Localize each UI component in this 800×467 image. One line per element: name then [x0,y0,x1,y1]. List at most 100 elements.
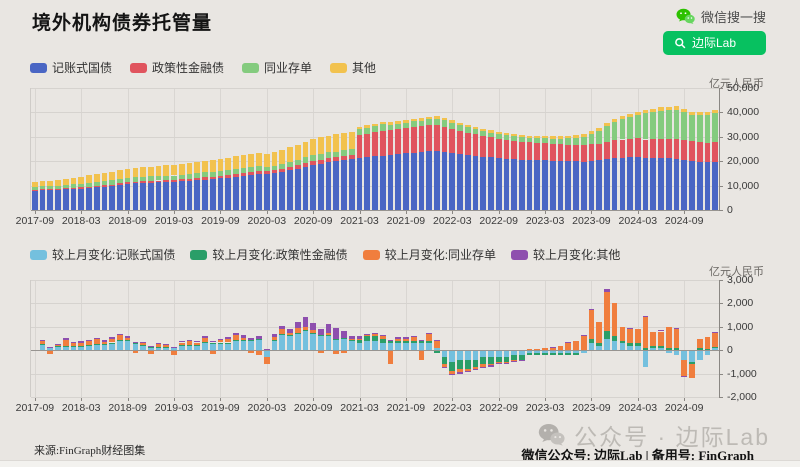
bar-segment-3-74[interactable] [604,123,610,127]
bar-segment-0-36[interactable] [310,333,317,351]
bar-segment-2-11[interactable] [117,335,123,341]
bar-segment-0-64[interactable] [526,159,533,210]
bar-segment-1-73[interactable] [596,143,603,161]
bar-segment-2-46[interactable] [387,350,394,365]
bar-segment-2-25[interactable] [225,338,231,343]
bar-segment-1-35[interactable] [302,163,309,167]
bar-segment-2-76[interactable] [619,326,626,341]
bar-segment-3-19[interactable] [178,341,185,343]
bar-segment-2-28[interactable] [248,166,255,172]
bar-segment-2-13[interactable] [132,350,139,353]
bar-segment-3-48[interactable] [403,337,409,339]
bar-segment-1-58[interactable] [480,357,487,365]
bar-segment-1-6[interactable] [78,346,85,347]
bar-segment-1-50[interactable] [418,340,425,344]
bar-segment-0-41[interactable] [348,159,355,210]
bar-segment-1-11[interactable] [117,183,123,186]
bar-segment-3-0[interactable] [32,181,38,188]
bar-segment-2-17[interactable] [163,175,170,181]
bar-segment-2-18[interactable] [171,175,177,180]
bar-segment-1-25[interactable] [225,174,231,178]
bar-segment-3-23[interactable] [209,341,216,343]
bar-segment-1-35[interactable] [302,330,309,332]
bar-segment-0-71[interactable] [580,350,587,353]
bar-segment-1-52[interactable] [433,125,440,151]
bar-segment-1-63[interactable] [519,141,525,160]
bar-segment-1-39[interactable] [333,157,340,162]
bar-segment-3-47[interactable] [395,121,402,124]
bar-segment-3-6[interactable] [78,176,85,184]
bar-segment-3-48[interactable] [403,119,409,123]
bar-segment-3-79[interactable] [642,110,649,114]
bar-segment-3-71[interactable] [580,134,587,137]
bar-segment-0-81[interactable] [658,347,664,351]
bar-segment-3-76[interactable] [619,116,626,120]
bar-segment-0-59[interactable] [488,350,494,358]
bar-segment-3-64[interactable] [526,135,533,138]
bar-segment-0-11[interactable] [117,340,123,351]
bar-segment-0-51[interactable] [426,151,432,210]
bar-segment-1-12[interactable] [124,182,131,185]
bar-segment-2-78[interactable] [634,329,641,344]
bar-segment-1-29[interactable] [256,170,262,174]
bar-segment-3-30[interactable] [263,153,270,168]
bar-segment-1-85[interactable] [689,361,695,365]
bar-segment-0-70[interactable] [573,161,579,210]
bar-segment-0-69[interactable] [565,161,572,210]
bar-segment-1-5[interactable] [70,187,77,189]
bar-segment-1-27[interactable] [240,339,247,341]
bar-segment-1-83[interactable] [673,138,680,159]
bar-segment-2-23[interactable] [209,171,216,177]
bar-segment-0-69[interactable] [565,350,572,353]
bar-segment-1-48[interactable] [403,340,409,344]
bar-segment-2-66[interactable] [542,347,548,351]
bar-segment-0-29[interactable] [256,339,262,351]
bar-segment-1-18[interactable] [171,179,177,182]
bar-segment-3-52[interactable] [433,339,440,341]
bar-segment-1-66[interactable] [542,352,548,355]
bar-segment-2-88[interactable] [712,112,718,143]
bar-segment-2-17[interactable] [163,344,170,348]
bar-segment-2-69[interactable] [565,138,572,145]
bar-segment-3-20[interactable] [186,339,193,342]
bar-segment-1-47[interactable] [395,340,402,344]
bar-segment-2-36[interactable] [310,155,317,162]
bar-segment-0-17[interactable] [163,347,170,351]
bar-segment-3-5[interactable] [70,342,77,344]
bar-segment-2-12[interactable] [124,337,131,341]
bar-segment-1-20[interactable] [186,344,193,346]
bar-segment-3-15[interactable] [147,346,154,348]
bar-segment-1-77[interactable] [627,343,633,346]
bar-segment-1-36[interactable] [310,161,317,165]
bar-segment-3-26[interactable] [232,156,239,169]
bar-segment-3-28[interactable] [248,153,255,167]
bar-segment-0-68[interactable] [557,160,564,210]
bar-segment-1-15[interactable] [147,347,154,348]
bar-segment-2-62[interactable] [511,136,517,141]
bar-segment-3-77[interactable] [627,327,633,330]
bar-segment-2-87[interactable] [704,114,711,143]
bar-segment-2-59[interactable] [488,132,494,138]
bar-segment-2-77[interactable] [627,329,633,344]
bar-segment-2-9[interactable] [101,341,108,344]
bar-segment-0-7[interactable] [86,188,92,210]
bar-segment-0-65[interactable] [534,350,541,353]
bar-segment-1-50[interactable] [418,126,425,152]
bar-segment-3-43[interactable] [364,125,371,128]
bar-segment-2-87[interactable] [704,337,711,350]
bar-segment-2-76[interactable] [619,119,626,140]
bar-segment-2-88[interactable] [712,332,718,347]
bar-segment-2-38[interactable] [325,332,332,336]
bar-segment-1-30[interactable] [263,349,270,351]
bar-segment-2-70[interactable] [573,340,579,351]
bar-segment-2-45[interactable] [379,336,386,339]
bar-segment-2-52[interactable] [433,340,440,348]
bar-segment-0-34[interactable] [294,168,301,210]
bar-segment-1-61[interactable] [503,139,510,159]
bar-segment-0-1[interactable] [39,344,46,351]
bar-segment-2-33[interactable] [287,161,293,167]
bar-segment-3-68[interactable] [557,136,564,139]
bar-segment-0-4[interactable] [62,189,69,210]
bar-segment-0-20[interactable] [186,345,193,351]
bar-segment-2-24[interactable] [217,171,224,176]
